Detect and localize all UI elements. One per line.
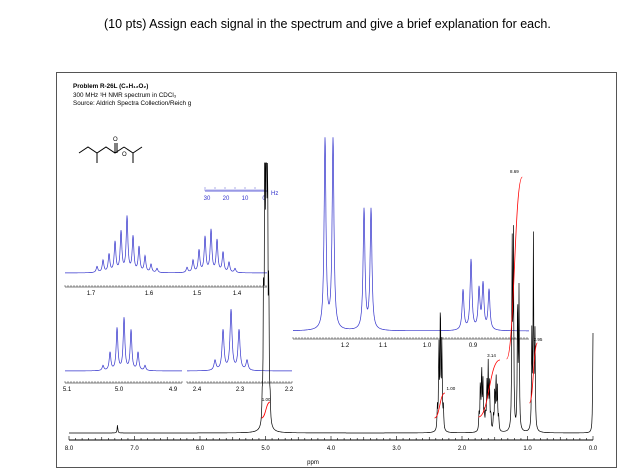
nmr-spectrum-svg: O O 30 20 10 0Hz 1.7 1.6 1.5 1.45.1 5.0 4.9 2.4 2.…: [63, 137, 598, 466]
inset-tick-label: 1.7: [87, 291, 96, 297]
inset-2p4-2p2: 2.4 2.3 2.2: [186, 309, 294, 393]
axis-tick-label: 8.0: [65, 446, 74, 452]
spectrum-description: 300 MHz ¹H NMR spectrum in CDCl₃: [73, 91, 177, 99]
problem-title: Problem R-26L (C₆H₁₂O₂): [73, 83, 149, 90]
nmr-figure: Problem R-26L (C₆H₁₂O₂) 300 MHz ¹H NMR s…: [56, 72, 617, 468]
integral-label: 8.69: [510, 169, 519, 174]
inset-trace: [293, 137, 529, 332]
axis-tick-label: 0.0: [589, 446, 598, 452]
inset-tick-label: 4.9: [169, 387, 178, 393]
integral-curve: [434, 392, 446, 419]
carbonyl-oxygen-label: O: [113, 137, 118, 143]
inset-tick-label: 0.9: [469, 343, 478, 349]
hz-scale-label: 20: [223, 196, 230, 202]
inset-trace: [187, 309, 292, 372]
integral-label: 2.95: [534, 337, 543, 342]
integral-curve: [261, 401, 271, 419]
axis-tick-label: 1.0: [523, 446, 532, 452]
inset-tick-label: 1.6: [145, 291, 154, 297]
inset-1p25-0p85: 1.2 1.1 1.0 0.9: [292, 137, 529, 349]
spectrum-trace: [69, 162, 594, 434]
inset-tick-label: 1.2: [341, 343, 350, 349]
ppm-axis: 8.0 7.0 6.0 5.0 4.0 3.0 2.0 1.0 0.0: [65, 436, 598, 452]
figure-info: Problem R-26L (C₆H₁₂O₂) 300 MHz ¹H NMR s…: [73, 83, 191, 109]
inset-tick-label: 1.1: [379, 343, 388, 349]
inset-tick-label: 1.5: [193, 291, 202, 297]
source-line: Source: Aldrich Spectra Collection/Reich…: [73, 100, 192, 107]
integral-label: 1.00: [446, 386, 455, 391]
integral-curves: 1.00 1.00 3.14 8.69 2.95: [261, 169, 543, 419]
molecule-structure: [78, 143, 143, 163]
axis-tick-label: 5.0: [261, 446, 270, 452]
axis-tick-label: 2.0: [458, 446, 467, 452]
inset-tick-label: 2.3: [236, 387, 245, 393]
hz-scale-label: 30: [204, 196, 211, 202]
inset-5p1-4p9: 5.1 5.0 4.9: [63, 317, 183, 393]
x-axis-label: ppm: [307, 460, 319, 466]
integral-curve: [506, 176, 523, 360]
hz-scale-label: 10: [242, 196, 249, 202]
inset-tick-label: 2.2: [285, 387, 294, 393]
integral-label: 3.14: [487, 353, 496, 358]
integral-label: 1.00: [262, 397, 271, 402]
inset-tick-label: 1.4: [233, 291, 242, 297]
axis-tick-label: 3.0: [392, 446, 401, 452]
inset-tick-label: 2.4: [193, 387, 202, 393]
inset-tick-label: 5.0: [115, 387, 124, 393]
axis-tick-label: 4.0: [327, 446, 336, 452]
integral-curve: [529, 342, 538, 404]
question-text: (10 pts) Assign each signal in the spect…: [104, 17, 551, 31]
inset-trace: [65, 317, 182, 372]
inset-plots: 1.7 1.6 1.5 1.45.1 5.0 4.9 2.4 2.3 2.21.2 1.1 1.0 0…: [63, 137, 529, 393]
main-spectrum: [69, 162, 594, 434]
integral-curve: [478, 359, 501, 418]
inset-tick-label: 5.1: [63, 387, 72, 393]
axis-tick-label: 6.0: [196, 446, 205, 452]
hz-scale-unit: Hz: [271, 191, 278, 197]
ester-oxygen-label: O: [122, 152, 127, 158]
inset-trace: [65, 215, 267, 274]
inset-1p7-1p4: 1.7 1.6 1.5 1.4: [64, 215, 267, 297]
axis-tick-label: 7.0: [130, 446, 139, 452]
inset-tick-label: 1.0: [423, 343, 432, 349]
